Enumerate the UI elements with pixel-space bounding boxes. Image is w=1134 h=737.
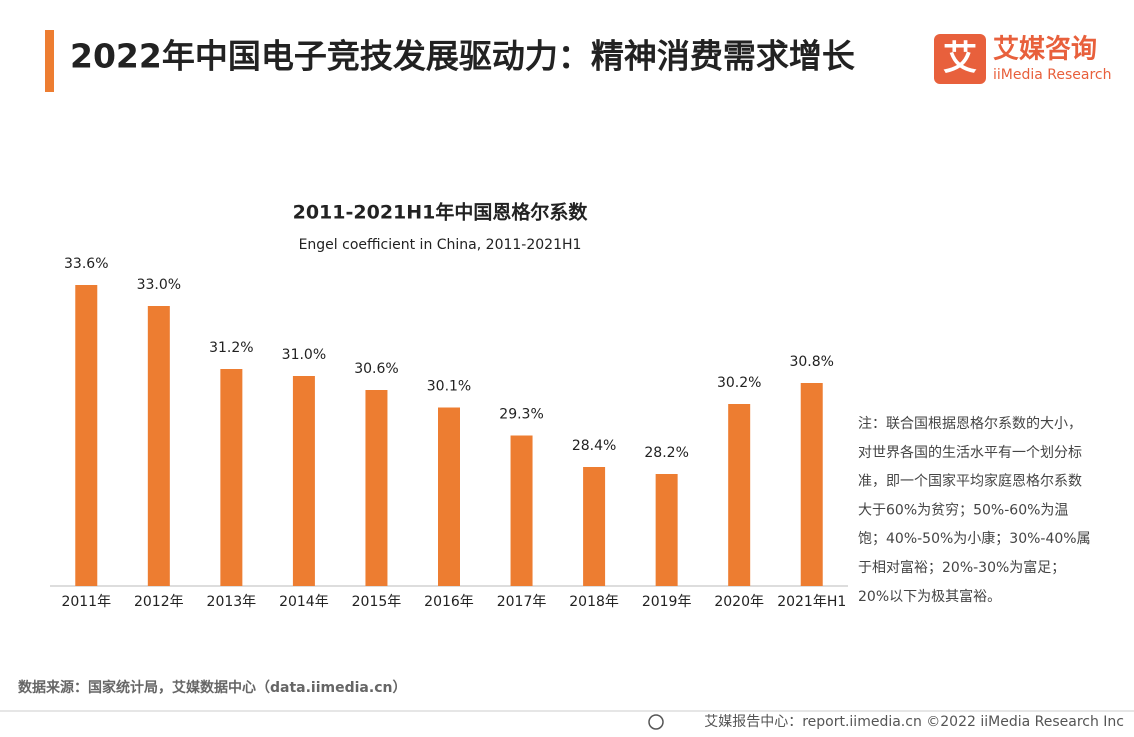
note-line: 20%以下为极其富裕。 xyxy=(858,588,1001,605)
x-tick-label: 2018年 xyxy=(569,594,619,610)
title-accent xyxy=(45,30,54,92)
chart-title: 2011-2021H1年中国恩格尔系数 xyxy=(293,201,589,224)
note-line: 饱；40%-50%为小康；30%-40%属 xyxy=(858,530,1091,547)
bar xyxy=(365,390,388,586)
x-tick-label: 2011年 xyxy=(61,594,111,610)
bar xyxy=(75,285,98,586)
x-tick-label: 2014年 xyxy=(279,594,329,610)
footer: 艾媒报告中心：report.iimedia.cn ©2022 iiMedia R… xyxy=(704,714,1124,730)
x-tick-label: 2019年 xyxy=(642,594,692,610)
bar xyxy=(800,383,823,586)
value-label: 29.3% xyxy=(499,407,543,423)
logo-cn: 艾媒咨询 xyxy=(993,34,1097,65)
value-label: 30.8% xyxy=(789,354,833,370)
note-line: 大于60%为贫穷；50%-60%为温 xyxy=(858,502,1068,518)
x-tick-label: 2016年 xyxy=(424,594,474,610)
logo-en: iiMedia Research xyxy=(993,67,1112,83)
bar xyxy=(220,369,243,586)
note-line: 注：联合国根据恩格尔系数的大小， xyxy=(858,416,1082,432)
value-label: 31.0% xyxy=(282,347,326,363)
bar xyxy=(292,376,315,586)
x-tick-label: 2021年H1 xyxy=(777,594,846,610)
value-label: 31.2% xyxy=(209,340,253,356)
value-label: 30.2% xyxy=(717,375,761,391)
page-title: 2022年中国电子竞技发展驱动力：精神消费需求增长 xyxy=(70,37,855,76)
value-label: 33.6% xyxy=(64,256,108,272)
value-label: 33.0% xyxy=(137,277,181,293)
x-tick-label: 2017年 xyxy=(497,594,547,610)
x-tick-label: 2012年 xyxy=(134,594,184,610)
value-label: 28.4% xyxy=(572,438,616,454)
bar xyxy=(510,435,533,586)
chart-subtitle: Engel coefficient in China, 2011-2021H1 xyxy=(299,237,582,253)
note-line: 准，即一个国家平均家庭恩格尔系数 xyxy=(858,473,1082,490)
globe-icon xyxy=(648,714,664,730)
note-line: 于相对富裕；20%-30%为富足； xyxy=(858,559,1065,576)
bar xyxy=(438,407,460,586)
logo-box xyxy=(934,34,986,84)
source: 数据来源：国家统计局，艾媒数据中心（data.iimedia.cn） xyxy=(18,679,406,696)
bar xyxy=(655,474,678,586)
note: 注：联合国根据恩格尔系数的大小， 对世界各国的生活水平有一个划分标准，即一个国家平… xyxy=(858,416,1091,605)
value-label: 30.6% xyxy=(354,361,398,377)
x-tick-label: 2015年 xyxy=(352,594,402,610)
value-label: 28.2% xyxy=(644,445,688,461)
value-label: 30.1% xyxy=(427,379,471,395)
bar xyxy=(147,306,170,586)
bar xyxy=(583,467,606,586)
note-line: 对世界各国的生活水平有一个划分标 xyxy=(858,445,1082,461)
x-tick-label: 2020年 xyxy=(714,594,764,610)
bar xyxy=(728,404,751,586)
x-tick-label: 2013年 xyxy=(207,594,257,610)
logo-mark: 艾 xyxy=(943,39,977,79)
